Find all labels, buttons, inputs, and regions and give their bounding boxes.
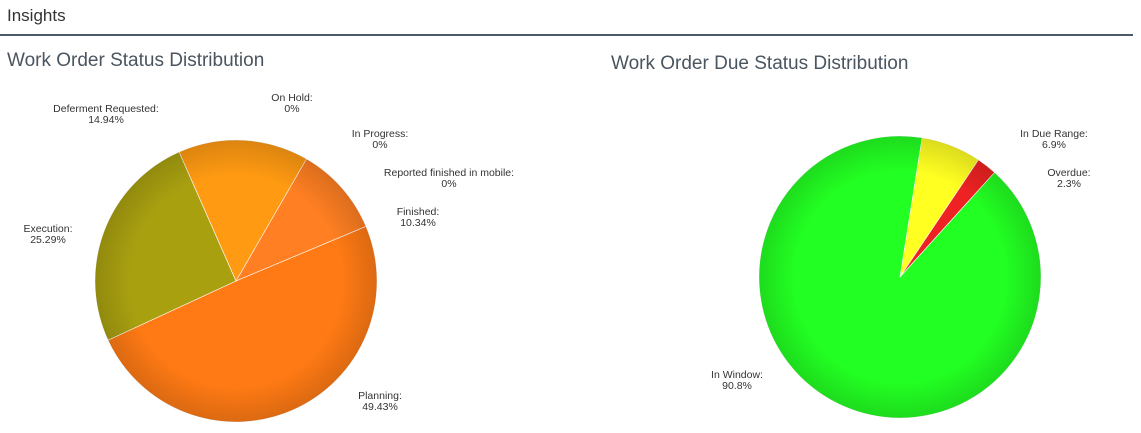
slice-label-planning: Planning: 49.43% bbox=[358, 390, 402, 413]
slice-label-in-due-range: In Due Range: 6.9% bbox=[1020, 128, 1088, 151]
pie-slice-in-window[interactable] bbox=[758, 135, 1042, 419]
due-status-chart-title: Work Order Due Status Distribution bbox=[611, 53, 909, 74]
slice-label-finished: Finished: 10.34% bbox=[397, 206, 440, 229]
insights-header: Insights bbox=[0, 0, 1133, 36]
status-chart-title: Work Order Status Distribution bbox=[7, 50, 265, 71]
slice-label-in-window: In Window: 90.8% bbox=[711, 369, 763, 392]
slice-label-overdue: Overdue: 2.3% bbox=[1047, 167, 1090, 190]
slice-label-deferment-requested: Deferment Requested: 14.94% bbox=[53, 103, 159, 126]
slice-label-on-hold: On Hold: 0% bbox=[271, 92, 312, 115]
slice-label-execution: Execution: 25.29% bbox=[23, 223, 72, 246]
slice-label-in-progress: In Progress: 0% bbox=[352, 128, 409, 151]
insights-title: Insights bbox=[7, 6, 66, 25]
slice-label-reported-finished-in-mobile: Reported finished in mobile: 0% bbox=[384, 167, 514, 190]
